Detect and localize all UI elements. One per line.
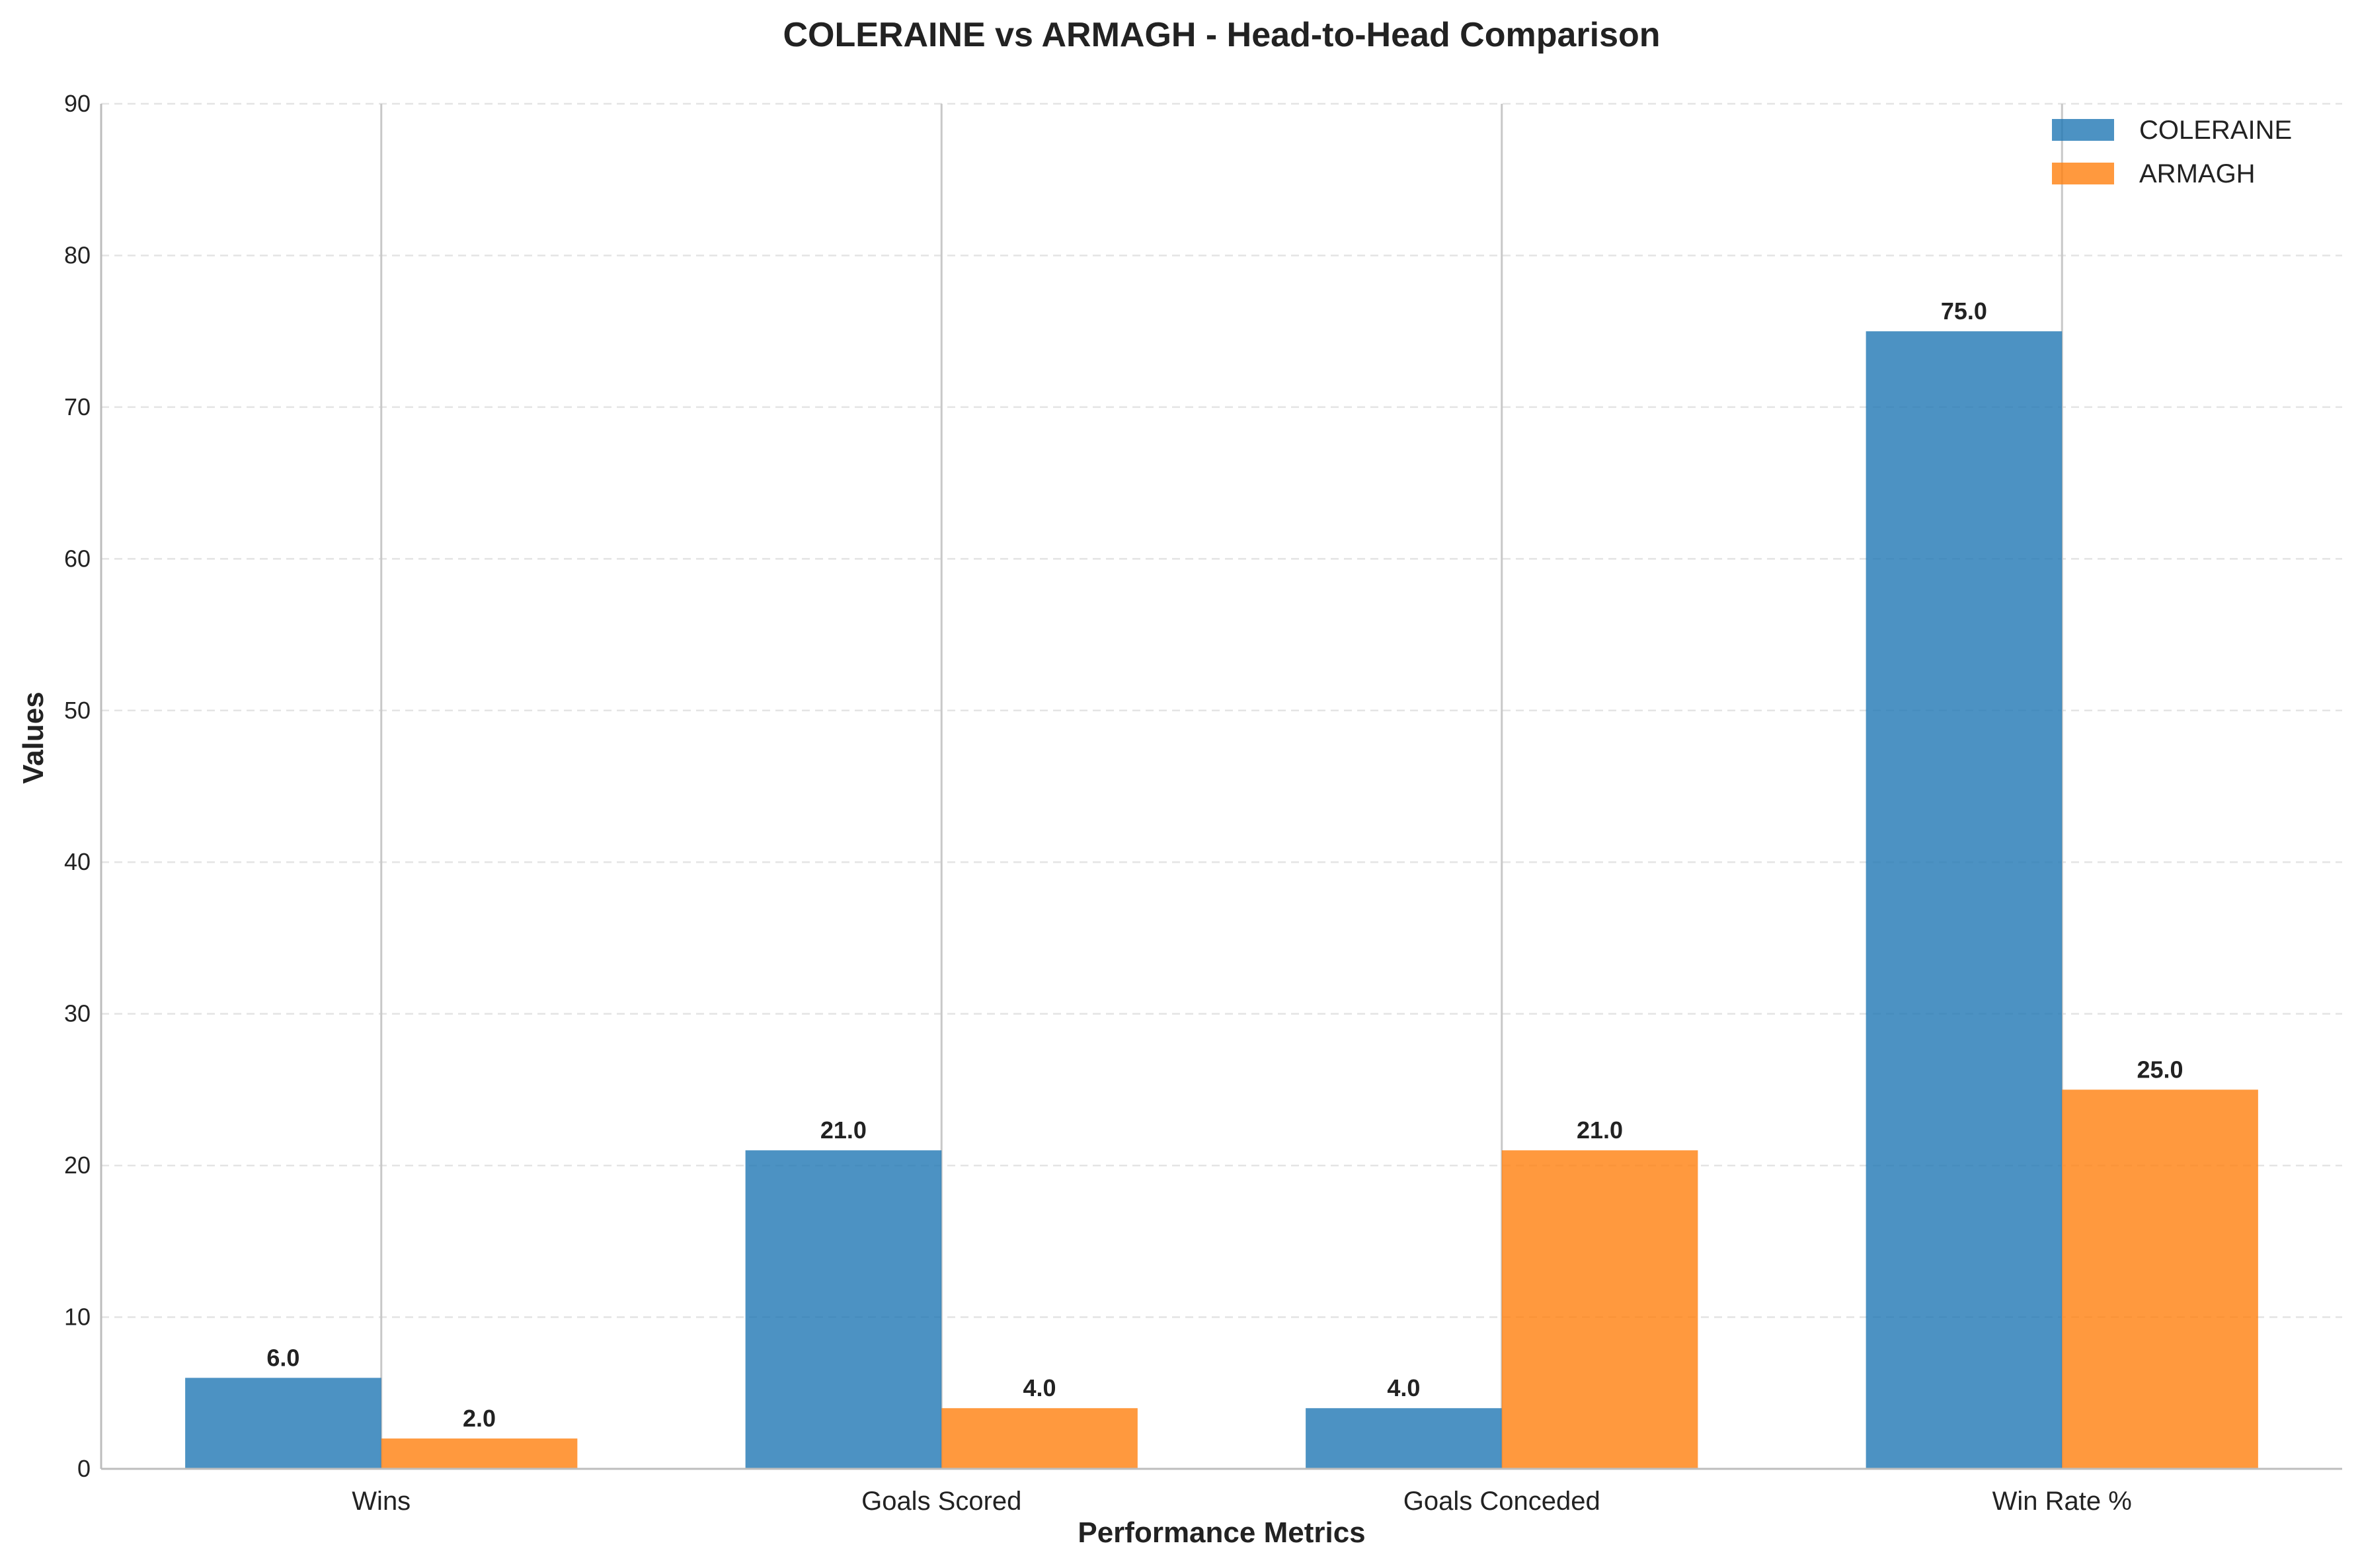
bar-coleraine-2 bbox=[1306, 1408, 1502, 1469]
axes bbox=[100, 104, 2342, 1470]
y-tick-labels: 0 10 20 30 40 50 60 70 80 90 bbox=[64, 90, 91, 1482]
value-label: 21.0 bbox=[820, 1117, 867, 1144]
legend: COLERAINE ARMAGH bbox=[2052, 116, 2292, 188]
bar-armagh-0 bbox=[381, 1438, 578, 1469]
value-labels: 6.0 21.0 4.0 75.0 2.0 4.0 21.0 25.0 bbox=[266, 297, 2183, 1432]
x-tick-label: Goals Scored bbox=[861, 1487, 1021, 1516]
value-label: 21.0 bbox=[1577, 1117, 1623, 1144]
bar-armagh-3 bbox=[2062, 1089, 2258, 1469]
x-tick-label: Win Rate % bbox=[1992, 1487, 2132, 1516]
y-tick-label: 0 bbox=[77, 1455, 91, 1482]
category-divider-lines bbox=[380, 104, 2063, 1469]
x-tick-labels: Wins Goals Scored Goals Conceded Win Rate % bbox=[352, 1487, 2132, 1516]
y-tick-label: 10 bbox=[64, 1304, 91, 1331]
bar-coleraine-0 bbox=[185, 1378, 381, 1469]
y-tick-label: 90 bbox=[64, 90, 91, 117]
value-label: 6.0 bbox=[266, 1344, 299, 1371]
chart-title: COLERAINE vs ARMAGH - Head-to-Head Compa… bbox=[783, 16, 1660, 54]
y-tick-label: 40 bbox=[64, 848, 91, 875]
bar-armagh-2 bbox=[1501, 1150, 1698, 1469]
x-tick-label: Wins bbox=[352, 1487, 411, 1516]
y-tick-label: 80 bbox=[64, 241, 91, 268]
bar-coleraine-1 bbox=[745, 1150, 942, 1469]
legend-swatch-armagh bbox=[2052, 163, 2114, 184]
bar-armagh-1 bbox=[941, 1408, 1138, 1469]
value-label: 2.0 bbox=[463, 1405, 496, 1432]
x-axis-label: Performance Metrics bbox=[1078, 1516, 1365, 1549]
y-tick-label: 70 bbox=[64, 393, 91, 420]
y-tick-label: 60 bbox=[64, 545, 91, 572]
x-tick-label: Goals Conceded bbox=[1403, 1487, 1600, 1516]
y-tick-label: 20 bbox=[64, 1152, 91, 1179]
value-label: 75.0 bbox=[1941, 297, 1987, 325]
y-tick-label: 30 bbox=[64, 1000, 91, 1027]
value-label: 4.0 bbox=[1387, 1374, 1420, 1401]
bar-coleraine-3 bbox=[1866, 331, 2063, 1470]
value-label: 25.0 bbox=[2137, 1056, 2183, 1083]
bars bbox=[185, 331, 2258, 1470]
y-tick-label: 50 bbox=[64, 697, 91, 724]
y-axis-label: Values bbox=[17, 691, 50, 783]
legend-swatch-coleraine bbox=[2052, 119, 2114, 141]
value-label: 4.0 bbox=[1023, 1374, 1056, 1401]
legend-label-armagh: ARMAGH bbox=[2139, 159, 2256, 188]
legend-label-coleraine: COLERAINE bbox=[2139, 116, 2292, 145]
